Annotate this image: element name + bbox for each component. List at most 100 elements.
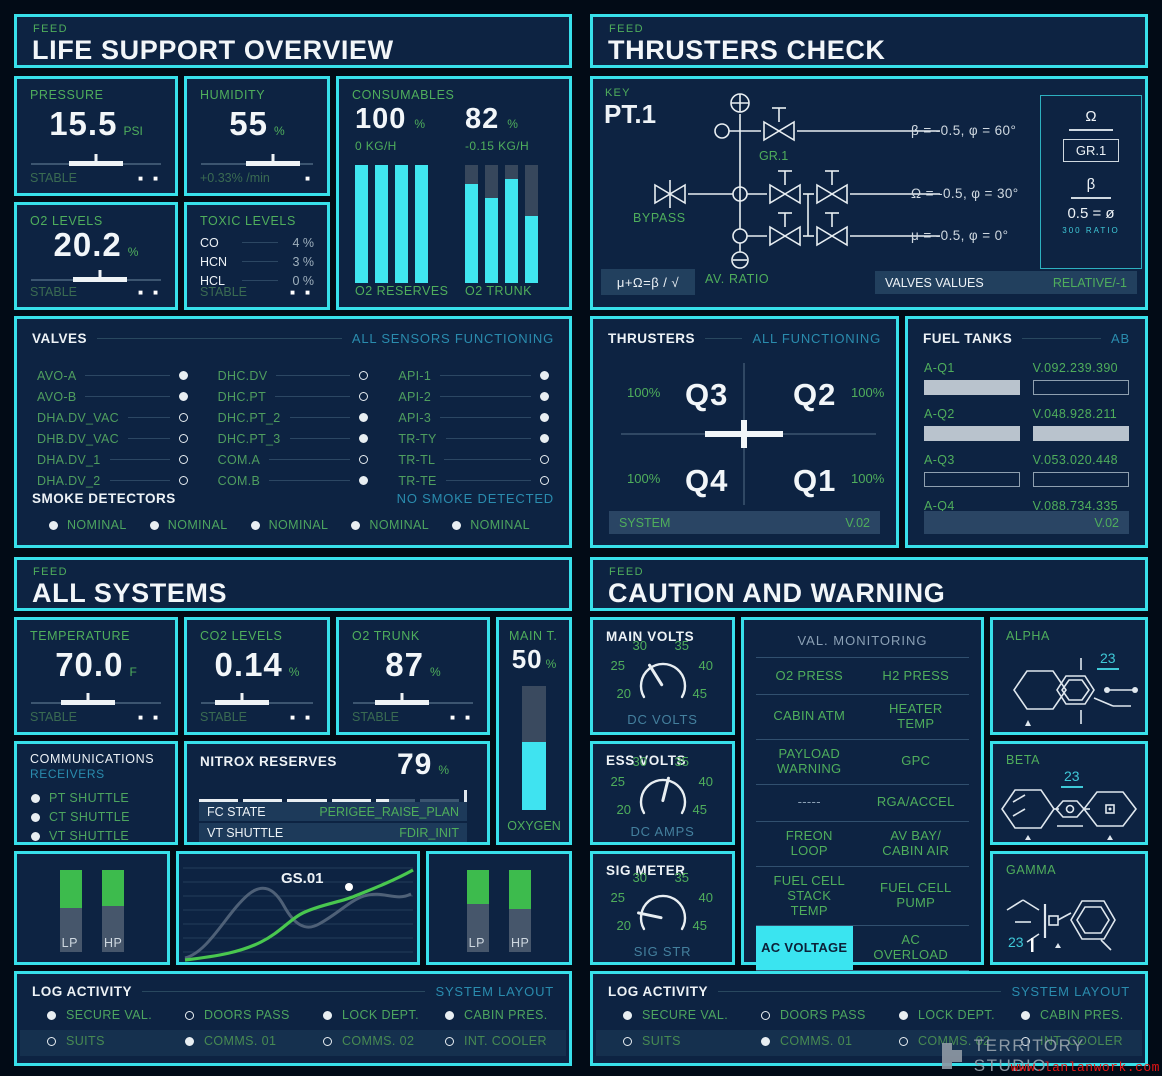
valve-row: DHA.DV_1: [37, 449, 188, 470]
gr1-label: GR.1: [759, 149, 789, 163]
hp-label: HP: [510, 936, 530, 950]
nitrox-value: 79: [396, 748, 433, 781]
ratio-legend: Ω GR.1 β 0.5 = ø 300 RATIO: [1040, 95, 1142, 269]
log-dot: [323, 1010, 332, 1020]
annunciator-ac-voltage-active[interactable]: AC VOLTAGE: [756, 926, 853, 971]
status-dots: ■ ■: [290, 287, 314, 297]
av-ratio-label: AV. RATIO: [705, 272, 770, 286]
humidity-tile: HUMIDITY 55% +0.33% /min ■: [184, 76, 330, 196]
fuel-tanks-label: FUEL TANKS: [923, 331, 1013, 346]
o2-trunk-value: 82: [465, 103, 500, 135]
valve-row: API-2: [398, 386, 550, 407]
annunciator-freon-loop[interactable]: FREON LOOP: [785, 827, 833, 858]
annunciator-fuel-cell-stack[interactable]: FUEL CELL STACK TEMP: [773, 872, 846, 918]
gauge-tick: 45: [692, 686, 707, 701]
co2-label: CO2 LEVELS: [200, 629, 283, 643]
toxic-row: CO 4 %: [200, 235, 314, 250]
valve-state-dot: [359, 434, 369, 443]
alpha-label: ALPHA: [1006, 629, 1050, 643]
valve-row: AVO-A: [37, 365, 188, 386]
gauge-tick: 25: [610, 890, 625, 905]
co2-unit: %: [288, 665, 300, 679]
q2-percent: 100%: [851, 385, 885, 400]
main-t-label: MAIN T.: [509, 629, 558, 643]
alpha-molecule-diagram: 23: [997, 646, 1141, 730]
annunciator-ac-overload[interactable]: AC OVERLOAD: [873, 932, 949, 963]
valve-state-dot: [359, 455, 369, 464]
gs-label: GS.01: [281, 870, 324, 887]
pressure-slider[interactable]: [31, 154, 161, 169]
beta-panel: BETA 23: [990, 741, 1148, 845]
log-dot: [47, 1036, 56, 1046]
key-label: KEY: [605, 87, 631, 99]
o2-trunk-caption: O2 TRUNK: [465, 284, 532, 298]
crosshair: [621, 363, 876, 505]
valve-state-dot: [178, 371, 188, 380]
o2-trunk-slider[interactable]: [353, 693, 473, 708]
valve-state-dot: [540, 434, 550, 443]
toxic-row: HCL 0 %: [200, 273, 314, 288]
annunciator-fuel-cell-pump[interactable]: FUEL CELL PUMP: [879, 880, 952, 911]
o2-trunk-unit: %: [507, 117, 518, 131]
gauge-tick: 20: [616, 686, 631, 701]
feed-label: FEED: [33, 23, 68, 35]
annunciator-h2-press[interactable]: H2 PRESS: [882, 667, 950, 683]
annunciator-cabin-atm[interactable]: CABIN ATM: [773, 708, 846, 724]
annunciator-heater-temp[interactable]: HEATER TEMP: [888, 701, 943, 731]
o2-levels-slider[interactable]: [31, 270, 161, 285]
temperature-slider[interactable]: [31, 693, 161, 708]
receiver-dot: [31, 812, 40, 822]
q4-percent: 100%: [627, 471, 661, 486]
feed-label: FEED: [609, 566, 644, 578]
territory-studio-logo-icon: [942, 1043, 964, 1069]
log-item: SUITS: [623, 1034, 681, 1048]
smoke-item: NOMINAL: [250, 518, 352, 532]
log-dot: [761, 1010, 770, 1020]
log-dot: [445, 1010, 454, 1020]
fuel-row: A-Q2 V.048.928.211: [924, 407, 1129, 441]
annunciator-gpc[interactable]: GPC: [901, 753, 931, 769]
alpha-panel: ALPHA 23: [990, 617, 1148, 735]
gauge-tick: 40: [698, 774, 713, 789]
quadrant-q4: Q4: [685, 463, 729, 498]
o2-trunk-label: O2 TRUNK: [352, 629, 420, 643]
equation-mu: μ = -0.5, φ = 0°: [911, 228, 1009, 243]
o2-levels-value: 20.2: [53, 226, 122, 263]
smoke-dot: [351, 520, 361, 530]
watermark: TERRITORY STUDIO: [942, 1036, 1162, 1076]
smoke-detectors: NOMINAL NOMINAL NOMINAL NOMINAL NOMINAL: [49, 518, 553, 532]
annunciator-payload-warning[interactable]: PAYLOAD WARNING: [777, 745, 842, 776]
oxygen-level-bar: [522, 686, 546, 810]
co2-slider[interactable]: [201, 693, 313, 708]
annunciator-rga-accel[interactable]: RGA/ACCEL: [876, 794, 955, 810]
log-dot: [185, 1036, 194, 1046]
nitrox-progress: [199, 790, 468, 804]
annunciator-o2-press[interactable]: O2 PRESS: [775, 667, 843, 683]
temperature-value: 70.0: [55, 646, 124, 683]
fuel-tanks-panel: FUEL TANKS AB A-Q1 V.092.239.390 A-Q2 V.…: [905, 316, 1148, 548]
sig-str-caption: SIG STR: [633, 944, 692, 959]
pressure-label: PRESSURE: [30, 88, 104, 102]
gauge-arc: [639, 894, 686, 931]
log-dot: [323, 1036, 332, 1046]
gauge-tick: 35: [674, 638, 689, 653]
o2-trunk-status: STABLE: [352, 710, 400, 724]
smoke-status: NO SMOKE DETECTED: [396, 491, 554, 506]
annunciator-av-bay[interactable]: AV BAY/ CABIN AIR: [882, 827, 950, 858]
humidity-slider[interactable]: [201, 154, 313, 169]
log-label: LOG ACTIVITY: [608, 984, 708, 999]
bypass-label: BYPASS: [633, 211, 686, 225]
main-volts-label: MAIN VOLTS: [606, 629, 695, 644]
vt-shuttle-row: VT SHUTTLE FDIR_INIT: [199, 823, 467, 842]
nitrox-label: NITROX RESERVES: [200, 754, 338, 769]
status-dots: ■ ■: [138, 712, 162, 722]
fuel-row: A-Q3 V.053.020.448: [924, 453, 1129, 487]
log-dot: [1021, 1036, 1030, 1046]
log-dot: [623, 1036, 632, 1046]
annunciator-blank[interactable]: -----: [797, 794, 821, 810]
gauge-tick: 30: [632, 638, 647, 653]
nitrox-tile: NITROX RESERVES 79% FC STATE PERIGEE_RAIS…: [184, 741, 490, 845]
o2-reserves-rate: 0 KG/H: [355, 139, 397, 153]
valve-state-dot: [540, 413, 550, 422]
pressure-status: STABLE: [30, 171, 78, 185]
